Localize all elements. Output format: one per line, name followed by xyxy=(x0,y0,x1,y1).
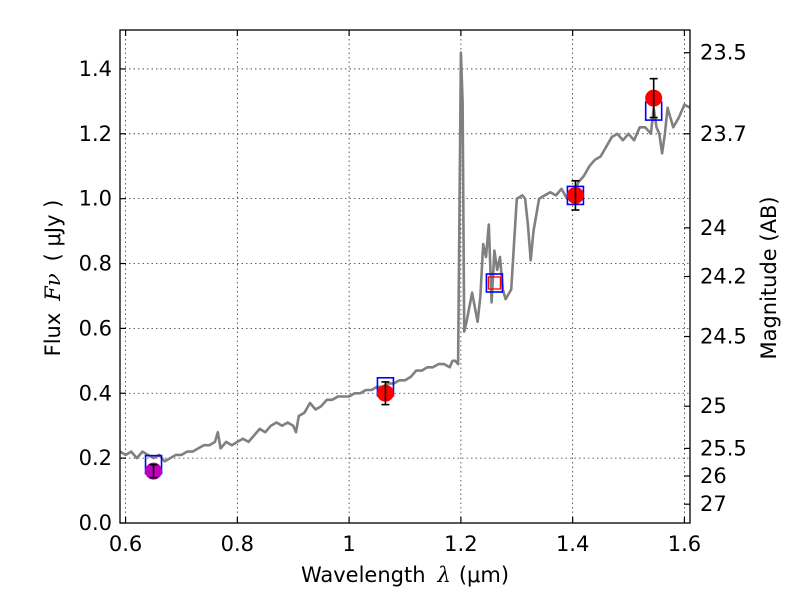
x-tick-label: 1.2 xyxy=(444,532,477,556)
y-tick-label: 0.2 xyxy=(79,446,112,470)
y-tick-label: 1.4 xyxy=(79,57,112,81)
x-tick-label: 0.6 xyxy=(109,532,142,556)
y-tick-label: 0.4 xyxy=(79,381,112,405)
ticks-layer xyxy=(120,30,690,524)
x-tick-label: 1 xyxy=(342,532,355,556)
spectrum-layer xyxy=(120,51,690,463)
y-tick-label: 0.6 xyxy=(79,316,112,340)
model-spectrum-line xyxy=(120,51,690,463)
y2-tick-label: 25.5 xyxy=(700,436,747,460)
x-tick-label: 1.6 xyxy=(668,532,701,556)
y2-tick-label: 23.5 xyxy=(700,41,747,65)
y-tick-label: 1.2 xyxy=(79,122,112,146)
observed-photometry-layer xyxy=(145,77,663,480)
model-photometry-layer xyxy=(144,101,663,475)
observed-upper-marker xyxy=(487,276,502,290)
y2-tick-label: 24.2 xyxy=(700,265,747,289)
grid-layer xyxy=(120,30,690,524)
y-tick-label: 1.0 xyxy=(79,187,112,211)
y2-tick-label: 23.7 xyxy=(700,122,747,146)
x-axis-label: Wavelength λ (μm) xyxy=(301,563,509,587)
y-tick-label: 0.8 xyxy=(79,252,112,276)
plot-frame xyxy=(119,29,691,524)
y2-tick-label: 26 xyxy=(700,464,727,488)
y2-tick-label: 24 xyxy=(700,216,727,240)
x-tick-label: 1.4 xyxy=(556,532,589,556)
y-tick-label: 0.0 xyxy=(79,511,112,535)
tick-labels-layer: 0.6 0.8 1 1.2 1.4 1.6 0.0 0.2 0.4 0.6 0.8 1.0 1.2 1.4… xyxy=(79,41,747,556)
model-photometry-marker xyxy=(485,273,504,293)
y2-tick-label: 24.5 xyxy=(700,325,747,349)
x-tick-label: 0.8 xyxy=(221,532,254,556)
y2-tick-label: 27 xyxy=(700,492,727,516)
y-axis-label: FluxFν( μJy ) xyxy=(41,200,65,357)
y2-axis-label: Magnitude (AB) xyxy=(757,196,781,359)
y2-tick-label: 25 xyxy=(700,394,727,418)
